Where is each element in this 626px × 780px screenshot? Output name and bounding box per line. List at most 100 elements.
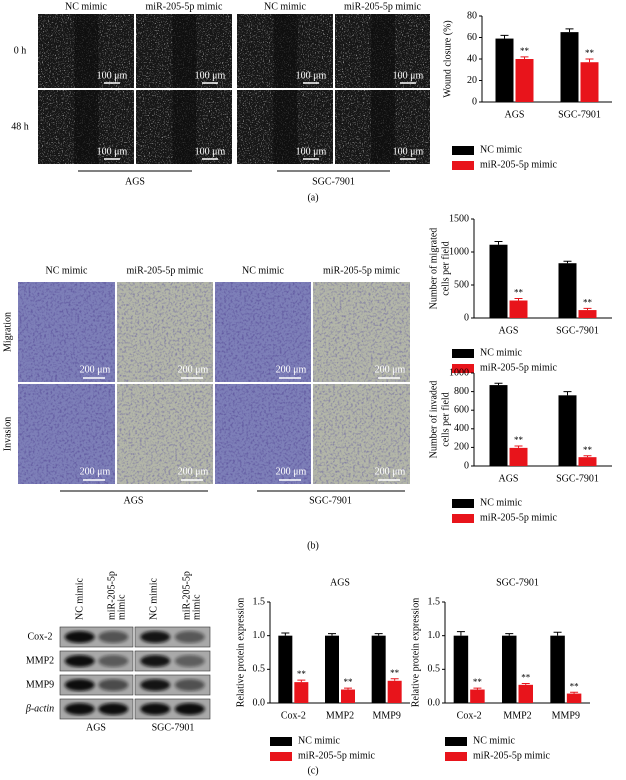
y-tick-label: 0.0: [428, 697, 441, 708]
x-tick-label: SGC-7901: [556, 473, 599, 484]
x-tick-label: MMP9: [372, 710, 400, 721]
error-bar: [570, 691, 579, 694]
scale-label: 100 μm: [195, 70, 226, 81]
blot-band: [64, 655, 95, 667]
x-tick-label: AGS: [498, 325, 518, 336]
column-header: miR-205-5p mimic: [146, 1, 224, 12]
cell-texture: [313, 282, 410, 382]
y-tick-label: 0.0: [253, 697, 266, 708]
blot-band: [98, 631, 129, 643]
y-tick-label: 0: [464, 312, 469, 323]
x-tick-label: SGC-7901: [558, 109, 601, 120]
error-bar: [473, 687, 482, 690]
cell-texture: [18, 384, 115, 484]
bar: [387, 680, 402, 703]
bar: [509, 447, 528, 466]
wound-gap: [273, 90, 298, 164]
error-bar: [374, 633, 383, 636]
blot-band: [98, 679, 129, 691]
wound-gap: [172, 14, 197, 88]
legend-swatch: [452, 499, 474, 508]
x-tick-label: AGS: [498, 473, 518, 484]
scale-label: 100 μm: [97, 70, 128, 81]
x-tick-label: AGS: [504, 109, 524, 120]
significance-label: **: [514, 288, 524, 298]
scale-label: 200 μm: [178, 466, 209, 477]
error-bar: [297, 679, 306, 683]
legend-swatch: [452, 349, 474, 358]
x-tick-label: MMP9: [552, 710, 580, 721]
blot-band: [98, 703, 129, 715]
y-tick-label: 0.5: [253, 664, 266, 675]
scale-label: 200 μm: [276, 466, 307, 477]
error-bar: [565, 28, 574, 33]
protein-label: MMP9: [26, 679, 54, 690]
legend-label: NC mimic: [480, 497, 523, 508]
wound-gap: [74, 14, 99, 88]
y-axis-label: Relative protein expression: [235, 598, 246, 707]
error-bar: [563, 260, 572, 264]
panel-label: (a): [307, 192, 318, 203]
bar: [515, 59, 534, 102]
row-label: Invasion: [2, 417, 13, 451]
legend-label: NC mimic: [473, 735, 516, 746]
legend-label: miR-205-5p mimic: [298, 750, 376, 761]
legend-swatch: [270, 752, 292, 761]
blot-band: [140, 631, 171, 643]
legend-label: miR-205-5p mimic: [473, 750, 551, 761]
panel-label: (b): [307, 540, 319, 551]
legend-swatch: [452, 514, 474, 523]
significance-label: **: [473, 677, 483, 687]
significance-label: **: [520, 46, 530, 56]
scale-label: 200 μm: [375, 466, 406, 477]
y-tick-label: 0: [472, 96, 477, 107]
lane-label: miR-205-5p: [181, 571, 192, 620]
error-bar: [505, 633, 514, 636]
scale-label: 200 μm: [80, 364, 111, 375]
blot-band: [140, 679, 171, 691]
cell-texture: [117, 282, 213, 382]
cell-texture: [313, 384, 410, 484]
cell-texture: [215, 282, 311, 382]
group-label: SGC-7901: [309, 495, 352, 506]
group-label: AGS: [86, 722, 106, 733]
x-tick-label: Cox-2: [457, 710, 482, 721]
significance-label: **: [514, 435, 524, 445]
significance-label: **: [344, 677, 354, 687]
column-header: NC mimic: [242, 265, 285, 276]
group-label: SGC-7901: [312, 176, 355, 187]
bar: [560, 32, 579, 102]
legend-label: miR-205-5p mimic: [480, 159, 558, 170]
y-tick-label: 1000: [449, 246, 469, 257]
y-tick-label: 1.5: [253, 596, 266, 607]
y-axis-label: cells per field: [440, 241, 451, 295]
chart-title: SGC-7901: [496, 577, 539, 588]
bar: [566, 693, 582, 703]
y-tick-label: 1.5: [428, 596, 441, 607]
blot-band: [174, 631, 205, 643]
row-label: 0 h: [14, 45, 27, 56]
bar: [489, 385, 508, 466]
scale-label: 200 μm: [276, 364, 307, 375]
y-tick-label: 0: [464, 460, 469, 471]
y-axis-label: cells per field: [440, 392, 451, 446]
x-tick-label: MMP2: [326, 710, 354, 721]
legend-label: miR-205-5p mimic: [480, 362, 558, 373]
column-header: miR-205-5p mimic: [323, 265, 401, 276]
significance-label: **: [585, 48, 595, 58]
blot-band: [174, 679, 205, 691]
error-bar: [583, 455, 592, 458]
bar: [294, 682, 309, 703]
bar: [325, 635, 339, 703]
blot-band: [64, 703, 95, 715]
cell-texture: [117, 384, 213, 484]
legend-label: NC mimic: [480, 144, 523, 155]
y-tick-label: 40: [467, 53, 477, 64]
wound-gap: [371, 14, 395, 88]
legend-label: miR-205-5p mimic: [480, 512, 558, 523]
error-bar: [281, 632, 290, 636]
blot-band: [174, 655, 205, 667]
wound-gap: [371, 90, 395, 164]
scale-label: 100 μm: [195, 146, 226, 157]
